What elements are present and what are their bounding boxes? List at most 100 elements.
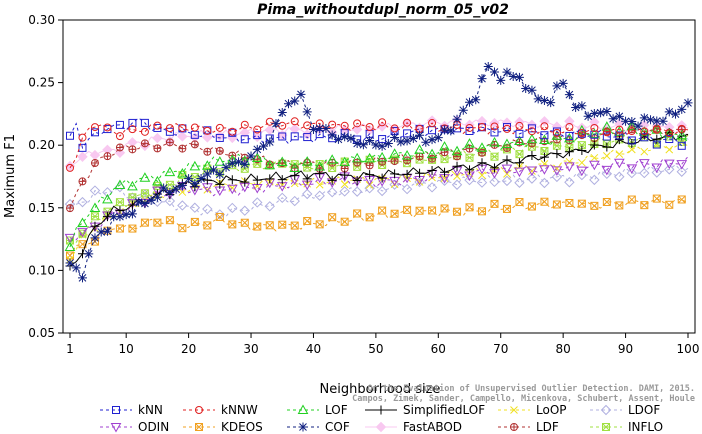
data-point bbox=[576, 169, 588, 181]
data-point bbox=[128, 224, 137, 233]
data-point bbox=[676, 166, 687, 177]
data-point bbox=[353, 209, 362, 218]
data-point bbox=[677, 141, 686, 150]
data-point bbox=[565, 198, 574, 207]
data-point bbox=[115, 224, 124, 233]
data-point bbox=[452, 161, 462, 171]
data-point bbox=[165, 216, 174, 225]
data-point bbox=[290, 117, 299, 126]
data-point bbox=[364, 152, 375, 163]
data-point bbox=[638, 159, 650, 169]
data-point bbox=[153, 144, 162, 153]
data-point bbox=[90, 128, 99, 137]
series-loop bbox=[66, 138, 689, 264]
data-point bbox=[353, 158, 362, 167]
x-tick-label: 50 bbox=[368, 342, 383, 356]
series-knnw bbox=[66, 117, 689, 172]
data-point bbox=[426, 148, 438, 159]
data-point bbox=[627, 116, 637, 126]
data-point bbox=[390, 157, 399, 166]
data-point bbox=[402, 136, 412, 146]
data-point bbox=[340, 121, 349, 130]
data-point bbox=[78, 143, 87, 152]
data-point bbox=[508, 71, 518, 81]
data-point bbox=[615, 150, 624, 158]
data-point bbox=[277, 108, 287, 118]
data-point bbox=[252, 197, 263, 208]
data-point bbox=[676, 129, 688, 140]
data-point bbox=[551, 171, 563, 183]
data-point bbox=[390, 209, 399, 218]
data-point bbox=[571, 102, 581, 112]
data-point bbox=[403, 118, 412, 127]
data-point bbox=[633, 121, 643, 131]
data-point bbox=[209, 165, 219, 175]
data-point bbox=[321, 123, 331, 133]
data-point bbox=[115, 212, 125, 222]
data-point bbox=[289, 162, 301, 172]
data-point bbox=[376, 185, 388, 197]
data-point bbox=[308, 124, 318, 134]
data-point bbox=[202, 203, 213, 215]
data-point bbox=[502, 67, 512, 77]
data-point bbox=[253, 125, 262, 134]
data-point bbox=[189, 160, 201, 171]
data-point bbox=[614, 171, 625, 182]
data-point bbox=[164, 166, 176, 177]
data-point bbox=[478, 122, 486, 131]
data-point bbox=[439, 175, 450, 186]
data-point bbox=[664, 107, 674, 117]
data-point bbox=[514, 72, 524, 82]
data-point bbox=[676, 160, 688, 170]
data-point bbox=[351, 186, 363, 197]
data-point bbox=[390, 169, 400, 179]
data-point bbox=[639, 113, 649, 123]
data-point bbox=[514, 167, 525, 178]
data-point bbox=[427, 166, 437, 176]
data-point bbox=[339, 156, 351, 167]
data-point bbox=[228, 220, 237, 229]
data-point bbox=[71, 263, 81, 273]
data-point bbox=[64, 241, 76, 252]
data-point bbox=[652, 116, 662, 126]
data-point bbox=[414, 144, 425, 154]
data-point bbox=[615, 201, 624, 210]
data-point bbox=[203, 147, 212, 156]
data-point bbox=[613, 158, 625, 169]
data-point bbox=[102, 226, 112, 236]
data-point bbox=[378, 118, 387, 127]
data-point bbox=[665, 135, 674, 144]
data-point bbox=[433, 133, 443, 143]
data-point bbox=[589, 116, 600, 128]
data-point bbox=[127, 180, 138, 191]
data-point bbox=[128, 145, 137, 154]
data-point bbox=[226, 184, 238, 195]
data-point bbox=[114, 179, 126, 190]
legend-label: LDOF bbox=[628, 403, 660, 417]
data-point bbox=[501, 138, 513, 149]
data-point bbox=[564, 90, 574, 100]
data-point bbox=[490, 152, 499, 161]
data-point bbox=[66, 204, 74, 213]
data-point bbox=[415, 206, 424, 215]
data-point bbox=[640, 147, 649, 156]
data-point bbox=[440, 155, 449, 164]
data-point bbox=[290, 170, 300, 180]
data-point bbox=[602, 132, 611, 141]
data-point bbox=[121, 210, 131, 220]
data-point bbox=[77, 151, 88, 162]
y-tick-label: 0.20 bbox=[28, 138, 55, 152]
data-point bbox=[109, 212, 119, 222]
data-point bbox=[515, 198, 524, 207]
data-point bbox=[502, 204, 511, 213]
data-point bbox=[215, 133, 224, 142]
legend-item-loop: LoOP bbox=[498, 403, 567, 417]
data-point bbox=[677, 104, 687, 114]
x-tick-label: 40 bbox=[306, 342, 321, 356]
watermark-line-2: Campos, Zimek, Sander, Campello, Micenko… bbox=[352, 393, 695, 404]
data-point bbox=[514, 135, 525, 146]
data-point bbox=[190, 140, 199, 149]
data-point bbox=[490, 128, 499, 137]
data-point bbox=[328, 158, 337, 167]
data-point bbox=[302, 107, 312, 117]
